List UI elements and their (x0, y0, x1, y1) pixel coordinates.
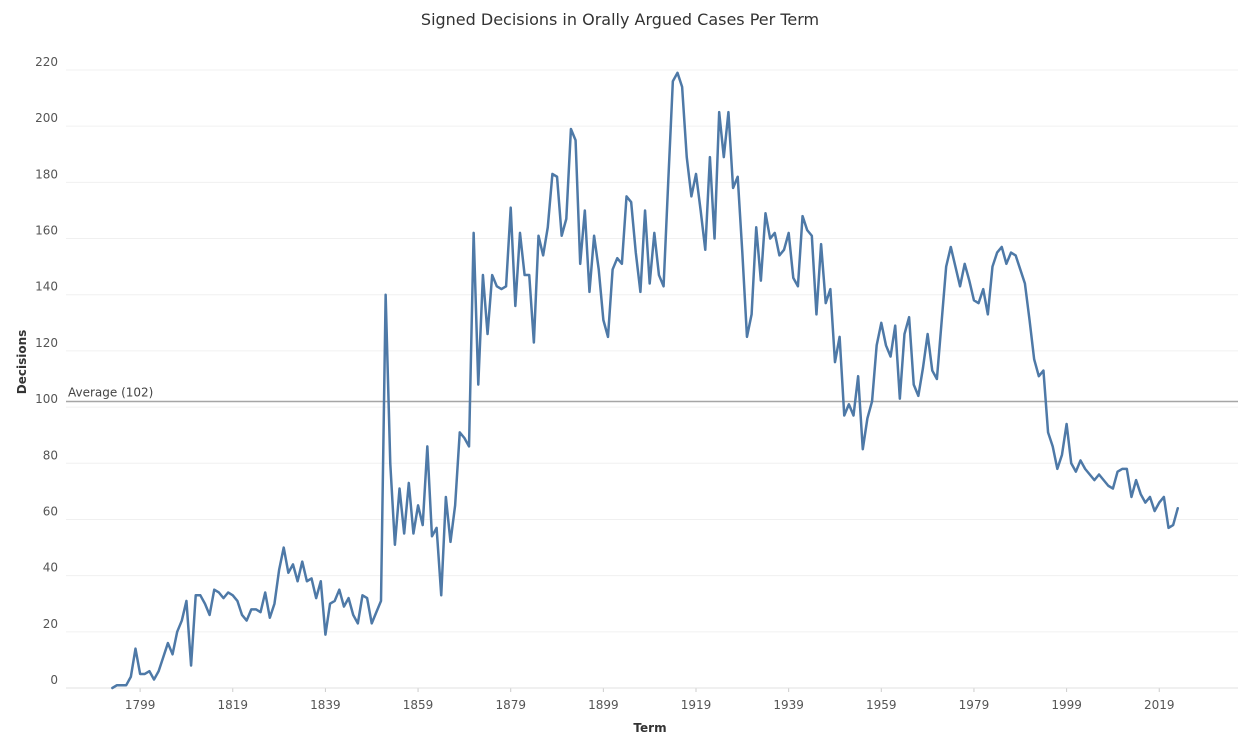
y-tick-label: 140 (35, 280, 58, 294)
gridlines (66, 69, 1238, 633)
x-tick-label: 1839 (310, 698, 341, 712)
x-tick-label: 2019 (1144, 698, 1175, 712)
x-tick-label: 1819 (217, 698, 248, 712)
average-reference-label: Average (102) (68, 385, 153, 399)
y-tick-label: 100 (35, 392, 58, 406)
x-tick-label: 1899 (588, 698, 619, 712)
x-tick-label: 1959 (866, 698, 897, 712)
y-tick-label: 120 (35, 336, 58, 350)
x-axis-ticks: 1799 1819 1839 1859 1879 1899 1919 1939 1959 1979… (125, 688, 1175, 712)
y-tick-label: 0 (50, 673, 58, 687)
y-axis-ticks: 0 20 40 60 80 100 120 140 160 180 200 220 (35, 55, 58, 687)
y-tick-label: 40 (43, 561, 58, 575)
series-line-decisions (111, 71, 1180, 690)
x-tick-label: 1879 (495, 698, 526, 712)
x-axis-title: Term (633, 721, 666, 735)
x-tick-label: 1799 (125, 698, 156, 712)
x-tick-label: 1859 (403, 698, 434, 712)
y-tick-label: 200 (35, 111, 58, 125)
x-tick-label: 1999 (1051, 698, 1082, 712)
x-tick-label: 1919 (681, 698, 712, 712)
y-tick-label: 220 (35, 55, 58, 69)
chart-title: Signed Decisions in Orally Argued Cases … (421, 10, 819, 29)
y-tick-label: 60 (43, 504, 58, 518)
y-tick-label: 160 (35, 224, 58, 238)
x-tick-label: 1979 (959, 698, 990, 712)
y-tick-label: 180 (35, 167, 58, 181)
y-tick-label: 20 (43, 617, 58, 631)
x-tick-label: 1939 (773, 698, 804, 712)
y-tick-label: 80 (43, 448, 58, 462)
y-axis-title: Decisions (15, 330, 29, 395)
